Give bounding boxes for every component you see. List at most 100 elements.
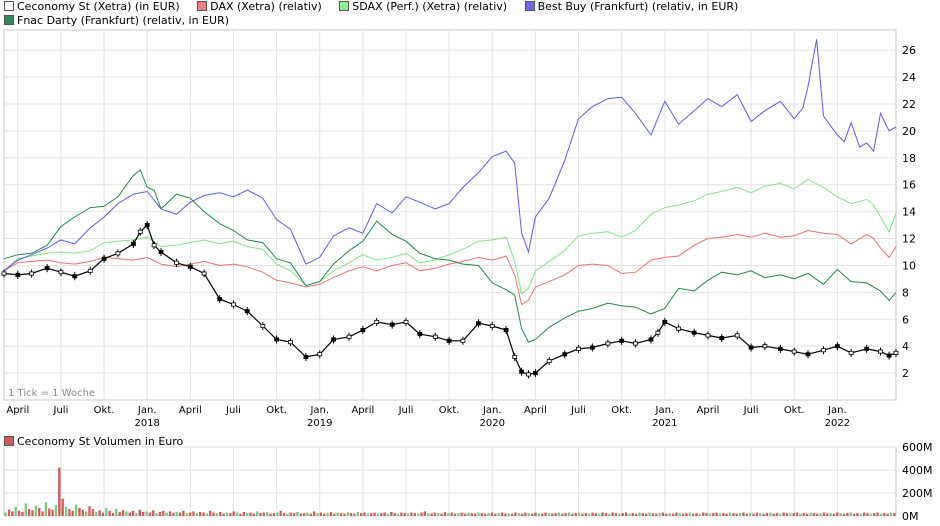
volume-bar	[510, 513, 514, 516]
volume-bar	[296, 511, 299, 516]
y-tick-label: 6	[902, 313, 909, 326]
x-tick-label: Jan.	[482, 405, 502, 416]
volume-bar	[658, 513, 661, 516]
volume-bar	[390, 511, 393, 516]
volume-bar	[34, 505, 38, 516]
series-line-1	[3, 229, 897, 306]
volume-bar	[68, 509, 71, 516]
volume-bar	[785, 513, 789, 516]
volume-bar	[416, 513, 420, 516]
candle-body	[360, 328, 366, 333]
legend-row-1: Ceconomy St (Xetra) (in EUR) DAX (Xetra)…	[4, 0, 884, 14]
y-tick-label: 4	[902, 340, 909, 353]
volume-bar	[873, 513, 876, 516]
volume-bar	[175, 511, 178, 516]
candle-body	[389, 322, 395, 327]
volume-bar	[192, 511, 195, 516]
volume-bar	[728, 512, 732, 516]
volume-bar	[88, 506, 91, 516]
volume-bar	[329, 511, 333, 516]
volume-bar	[353, 513, 356, 516]
volume-bar	[742, 512, 745, 516]
legend-item-sdax[interactable]: SDAX (Perf.) (Xetra) (relativ)	[339, 0, 507, 14]
volume-bar	[346, 512, 349, 516]
volume-bar	[370, 513, 373, 516]
volume-bar	[376, 513, 380, 516]
volume-bar	[185, 513, 188, 516]
volume-bar	[795, 512, 799, 516]
volume-bar	[477, 512, 480, 516]
x-tick-label: April	[524, 405, 547, 416]
x-tick-label: April	[697, 405, 720, 416]
candle-body	[655, 330, 661, 335]
volume-bar	[356, 511, 359, 516]
volume-bar	[7, 509, 11, 516]
volume-bar	[91, 509, 95, 516]
volume-bar	[500, 512, 504, 516]
volume-bar	[759, 513, 762, 516]
legend-swatch	[4, 1, 14, 11]
volume-bar	[202, 512, 205, 516]
candle-body	[821, 348, 826, 353]
legend-label: SDAX (Perf.) (Xetra) (relativ)	[352, 0, 508, 13]
plot-area	[3, 29, 897, 401]
volume-bar	[24, 503, 27, 516]
volume-bar	[168, 511, 172, 516]
volume-bar	[272, 513, 276, 516]
volume-bar	[671, 513, 675, 516]
volume-bar	[131, 510, 135, 516]
volume-bar	[530, 513, 534, 516]
volume-bar	[457, 513, 460, 516]
volume-bar	[715, 512, 718, 516]
volume-bar	[101, 512, 105, 516]
volume-area	[3, 446, 897, 517]
candle-body	[589, 345, 595, 350]
candle-body	[778, 346, 783, 351]
candle-body	[503, 328, 509, 333]
volume-bar	[249, 512, 252, 516]
volume-bar	[386, 513, 390, 516]
candle-body	[260, 323, 266, 329]
legend-item-fnac[interactable]: Fnac Darty (Frankfurt) (relativ, in EUR)	[4, 14, 229, 28]
volume-bar	[299, 513, 302, 516]
volume-bar	[209, 510, 212, 516]
volume-bar	[487, 513, 490, 516]
candle-body	[174, 260, 179, 265]
x-tick-label: Jan.	[137, 405, 157, 416]
candle-body	[734, 333, 740, 338]
volume-bar	[27, 509, 31, 516]
legend-item-ceconomy[interactable]: Ceconomy St (Xetra) (in EUR)	[4, 0, 180, 14]
volume-bar	[393, 513, 396, 516]
volume-bar	[162, 510, 165, 516]
volume-bar	[41, 511, 44, 516]
volume-bar	[745, 513, 748, 516]
volume-bar	[842, 513, 846, 516]
volume-bar	[313, 511, 316, 516]
volume-bar	[497, 513, 500, 516]
volume-bar	[437, 513, 440, 516]
candle-body	[432, 334, 438, 339]
volume-bar	[561, 513, 564, 516]
volume-bar	[128, 512, 131, 516]
volume-bar	[725, 513, 728, 516]
volume-bar	[333, 513, 336, 516]
legend: Ceconomy St (Xetra) (in EUR) DAX (Xetra)…	[4, 0, 884, 28]
candle-body	[605, 341, 611, 346]
volume-bar	[520, 513, 524, 516]
volume-bar	[48, 508, 51, 516]
volume-bar	[433, 512, 437, 516]
volume-bar	[611, 512, 614, 516]
volume-bar	[789, 513, 792, 516]
legend-item-bestbuy[interactable]: Best Buy (Frankfurt) (relativ, in EUR)	[524, 0, 738, 14]
x-tick-label: Jan.	[827, 405, 847, 416]
y-tick-label: 24	[902, 71, 916, 84]
volume-bar	[427, 513, 430, 516]
x-tick-label: Juli	[225, 405, 241, 416]
volume-bar	[712, 513, 715, 516]
legend-item-dax[interactable]: DAX (Xetra) (relativ)	[197, 0, 322, 14]
volume-bar	[480, 513, 484, 516]
volume-bar	[135, 513, 138, 516]
legend-row-2: Fnac Darty (Frankfurt) (relativ, in EUR)	[4, 14, 884, 28]
volume-bar	[323, 513, 326, 516]
